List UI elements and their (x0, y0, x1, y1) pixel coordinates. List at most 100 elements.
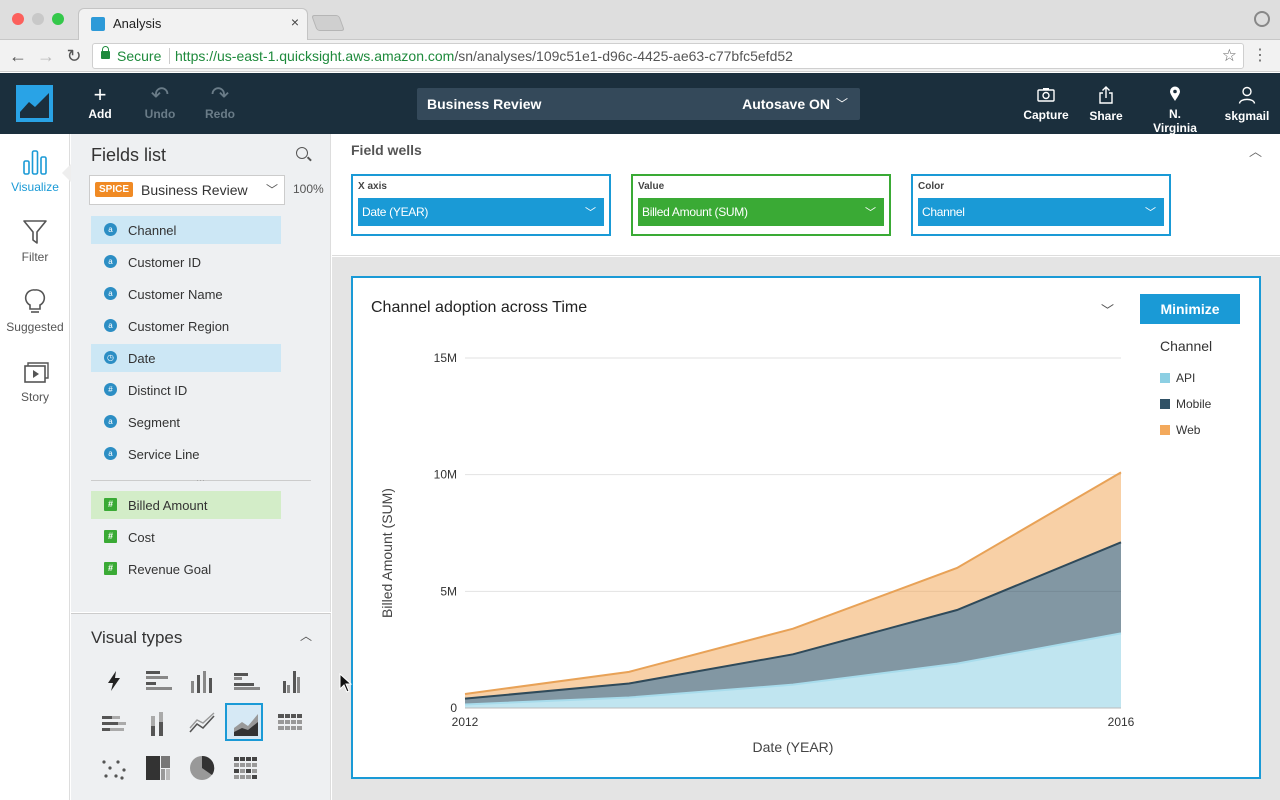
new-tab-button[interactable] (311, 15, 345, 31)
value-field-pill[interactable]: Billed Amount (SUM) ﹀ (638, 198, 884, 226)
horizontal-bar-icon (146, 671, 172, 690)
pivot-table-visual-button[interactable] (271, 705, 309, 743)
autosave-toggle[interactable]: Autosave ON (742, 96, 830, 112)
dataset-name: Business Review (141, 182, 248, 198)
pie-visual-button[interactable] (183, 749, 221, 787)
forward-icon[interactable]: → (37, 46, 55, 66)
scatter-visual-button[interactable] (95, 749, 133, 787)
clustered-column-visual-button[interactable] (271, 662, 309, 700)
field-item-customer-region[interactable]: a Customer Region (91, 312, 281, 340)
lightning-icon (108, 671, 120, 691)
field-item-channel[interactable]: a Channel (91, 216, 281, 244)
quicksight-favicon-icon (91, 17, 105, 31)
line-visual-button[interactable] (183, 705, 221, 743)
add-label: Add (88, 107, 112, 121)
capture-label: Capture (1023, 108, 1069, 122)
rail-item-suggested[interactable]: Suggested (0, 288, 70, 334)
rail-item-story[interactable]: Story (0, 358, 70, 404)
stacked-column-visual-button[interactable] (139, 705, 177, 743)
analysis-title-box[interactable]: Business Review Autosave ON ﹀ (417, 88, 860, 120)
tab-close-icon[interactable]: × (290, 14, 299, 30)
resize-grip-icon[interactable]: ⋯ (196, 475, 206, 485)
location-pin-icon (1146, 83, 1204, 107)
clustered-column-icon (283, 671, 300, 693)
profile-icon[interactable] (1254, 11, 1270, 27)
rail-item-filter[interactable]: Filter (0, 218, 70, 264)
stacked-area-chart: 0 5M 10M 15M 2012 2016 Date (YEAR) Billed Amoun… (379, 351, 1135, 755)
browser-tab[interactable]: Analysis × (78, 8, 308, 40)
field-item-revenue-goal[interactable]: # Revenue Goal (91, 555, 281, 583)
url-field[interactable]: Secure https://us-east-1.quicksight.aws.… (92, 43, 1244, 69)
filter-icon (0, 218, 70, 248)
rail-label-filter: Filter (21, 250, 49, 264)
capture-button[interactable]: Capture (1022, 83, 1070, 122)
field-item-service-line[interactable]: a Service Line (91, 440, 281, 468)
color-field-pill[interactable]: Channel ﹀ (918, 198, 1164, 226)
region-label: N. Virginia (1153, 107, 1197, 135)
area-chart-icon (234, 714, 258, 736)
region-button[interactable]: N. Virginia (1146, 83, 1204, 135)
back-icon[interactable]: ← (9, 46, 27, 66)
quicksight-logo[interactable] (16, 85, 53, 122)
undo-button[interactable]: ↶ Undo (142, 83, 178, 122)
field-item-distinct-id[interactable]: # Distinct ID (91, 376, 281, 404)
reload-icon[interactable]: ↻ (66, 46, 82, 66)
share-button[interactable]: Share (1088, 83, 1124, 123)
horizontal-bar-visual-button[interactable] (139, 662, 177, 700)
collapse-icon[interactable]: ︿ (1248, 144, 1262, 159)
legend-swatch (1160, 399, 1170, 409)
visual-menu-chevron-icon[interactable]: ﹀ (1101, 303, 1115, 318)
search-icon[interactable] (296, 147, 308, 159)
field-item-date[interactable]: ◷ Date (91, 344, 281, 372)
heat-map-visual-button[interactable] (227, 749, 265, 787)
collapse-icon[interactable]: ︿ (299, 629, 312, 643)
clock-icon: ◷ (104, 351, 117, 364)
redo-label: Redo (205, 107, 235, 121)
tree-map-visual-button[interactable] (139, 749, 177, 787)
stacked-bar-visual-button[interactable] (95, 705, 133, 743)
field-item-customer-name[interactable]: a Customer Name (91, 280, 281, 308)
minimize-button[interactable]: Minimize (1140, 294, 1240, 324)
field-item-customer-id[interactable]: a Customer ID (91, 248, 281, 276)
visual-title[interactable]: Channel adoption across Time (371, 299, 588, 316)
autograph-visual-button[interactable] (95, 662, 133, 700)
close-window-button[interactable] (12, 13, 24, 25)
user-label: skgmail (1224, 109, 1270, 123)
color-field-value: Channel (922, 205, 965, 219)
series-line-api (464, 632, 1122, 706)
user-menu-button[interactable]: skgmail (1224, 83, 1270, 123)
chevron-down-icon: ﹀ (265, 183, 278, 197)
add-button[interactable]: + Add (86, 83, 114, 122)
bookmark-star-icon[interactable]: ☆ (1221, 46, 1237, 65)
chevron-down-icon: ﹀ (1145, 207, 1156, 219)
text-field-icon: a (104, 255, 117, 268)
measure-field-icon: # (104, 562, 117, 575)
analysis-title[interactable]: Business Review (427, 96, 542, 112)
field-wells-title: Field wells (351, 142, 422, 158)
color-well-label: Color (918, 181, 945, 192)
field-item-cost[interactable]: # Cost (91, 523, 281, 551)
redo-button[interactable]: ↷ Redo (202, 82, 238, 122)
field-item-billed-amount[interactable]: # Billed Amount (91, 491, 281, 519)
text-field-icon: a (104, 319, 117, 332)
user-icon (1224, 83, 1270, 109)
maximize-window-button[interactable] (52, 13, 64, 25)
minimize-window-button[interactable] (32, 13, 44, 25)
area-mobile (465, 542, 1121, 705)
browser-menu-icon[interactable]: ⋮ (1252, 47, 1268, 64)
field-item-segment[interactable]: a Segment (91, 408, 281, 436)
visual-card[interactable]: Channel adoption across Time ﹀ Minimize … (351, 276, 1261, 779)
left-rail: Visualize Filter Suggested Story (0, 134, 71, 800)
area-api (465, 633, 1121, 708)
story-icon (0, 358, 70, 388)
clustered-bar-visual-button[interactable] (227, 662, 265, 700)
redo-icon: ↷ (210, 82, 230, 107)
vertical-bar-visual-button[interactable] (183, 662, 221, 700)
stacked-area-visual-button[interactable] (225, 703, 263, 741)
rail-item-visualize[interactable]: Visualize (0, 148, 70, 194)
lock-icon (101, 46, 110, 59)
dataset-select[interactable]: SPICE Business Review ﹀ (89, 175, 285, 205)
chevron-down-icon[interactable]: ﹀ (835, 97, 848, 111)
x-axis-field-pill[interactable]: Date (YEAR) ﹀ (358, 198, 604, 226)
value-well-label: Value (638, 181, 665, 192)
